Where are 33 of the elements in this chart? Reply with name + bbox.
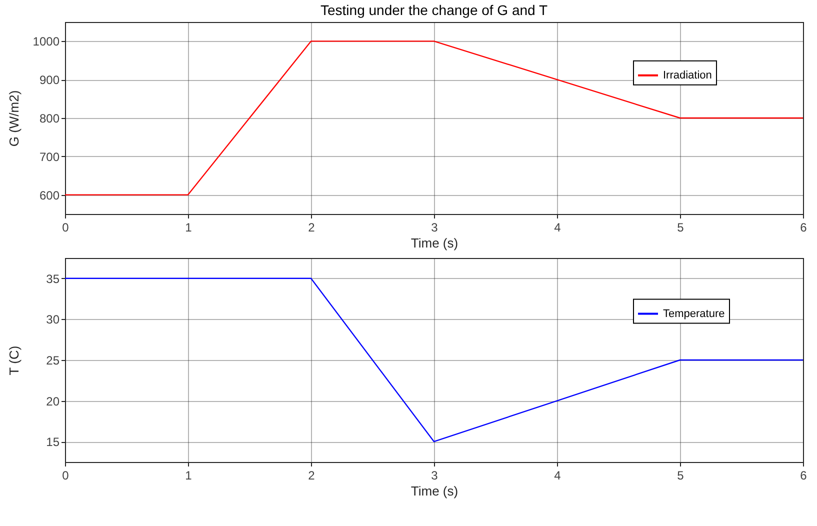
x-tick-label: 0 (62, 220, 70, 234)
y-tick-label: 35 (46, 272, 60, 286)
x-tick-label: 2 (308, 468, 316, 482)
line-series (65, 278, 803, 442)
x-tick-label: 3 (431, 220, 438, 234)
y-tick-label: 600 (39, 188, 60, 202)
y-tick-label: 1000 (32, 34, 60, 49)
x-tick-label: 1 (185, 220, 192, 234)
x-tick-label: 5 (677, 468, 684, 482)
legend-label: Temperature (663, 308, 725, 320)
x-tick-label: 0 (62, 468, 70, 482)
legend-label: Irradiation (663, 69, 712, 82)
y-tick-label: 800 (39, 112, 60, 126)
x-tick-label: 1 (185, 468, 192, 482)
y-tick-label: 25 (46, 354, 60, 368)
y-tick-label: 900 (39, 73, 60, 88)
y-axis-title: T (C) (6, 346, 22, 376)
x-tick-label: 2 (308, 220, 316, 234)
x-tick-label: 6 (800, 468, 808, 482)
y-axis-title: G (W/m2) (6, 90, 22, 147)
x-tick-label: 3 (431, 468, 438, 482)
x-axis-title: Time (s) (410, 236, 458, 250)
x-axis-title: Time (s) (410, 484, 458, 498)
x-tick-label: 6 (800, 220, 808, 234)
x-tick-label: 4 (554, 468, 562, 482)
chart-title: Testing under the change of G and T (320, 2, 548, 18)
y-tick-label: 700 (39, 150, 60, 164)
line-series (65, 40, 803, 196)
y-tick-label: 20 (46, 394, 60, 408)
y-tick-label: 30 (46, 312, 60, 327)
x-tick-label: 4 (554, 220, 562, 234)
y-tick-label: 15 (46, 435, 60, 450)
x-tick-label: 5 (677, 220, 684, 234)
